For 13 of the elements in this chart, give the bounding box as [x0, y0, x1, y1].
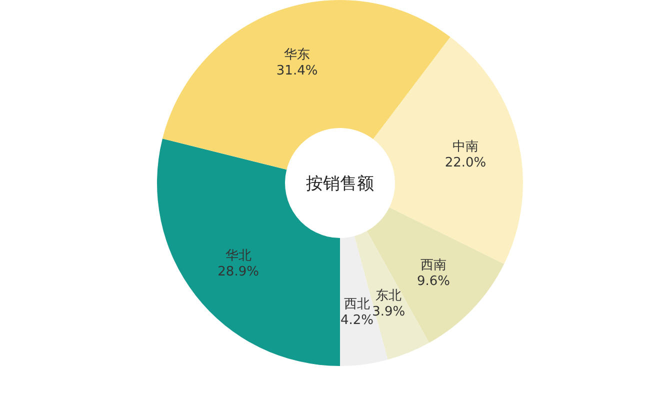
data-label: 31.4%	[276, 63, 318, 78]
text: 按销售额	[306, 174, 374, 194]
slice-label: 华东	[284, 47, 310, 62]
slice-label: 西南	[420, 258, 446, 273]
slice-label: 东北	[376, 288, 402, 304]
data-label: 22.0%	[444, 155, 486, 170]
data-label: 4.2%	[340, 312, 374, 328]
data-label: 3.9%	[372, 304, 406, 320]
slice-label: 西北	[344, 296, 370, 312]
slice-label: 中南	[452, 139, 479, 154]
data-label: 9.6%	[416, 274, 450, 289]
slice-label: 华北	[225, 248, 252, 264]
data-label: 28.9%	[218, 264, 259, 280]
